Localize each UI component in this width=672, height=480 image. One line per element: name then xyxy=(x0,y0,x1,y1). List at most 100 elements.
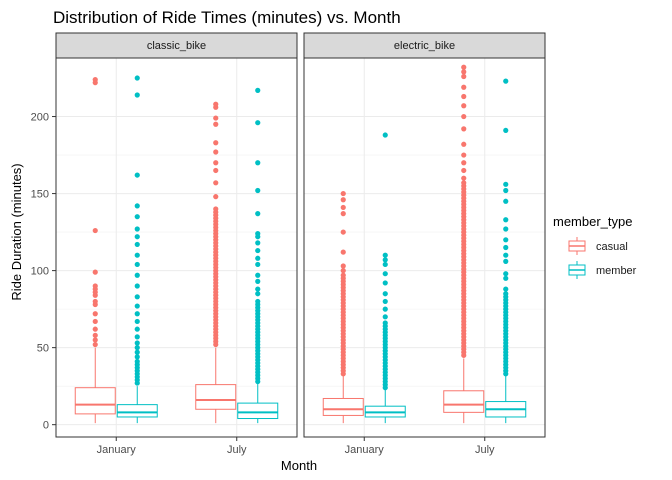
facet-panels: classic_bike electric_bike xyxy=(55,32,546,438)
outlier-point xyxy=(340,229,346,235)
outlier-point xyxy=(382,132,388,138)
panel-border xyxy=(55,57,298,438)
outlier-point xyxy=(134,340,140,346)
outlier-point xyxy=(134,261,140,268)
x-axis-title: Month xyxy=(281,458,317,473)
box-iqr xyxy=(116,404,158,418)
outlier-point xyxy=(134,241,140,248)
outlier-point xyxy=(213,160,219,166)
outlier-point xyxy=(340,211,346,217)
outlier-point xyxy=(461,64,467,70)
outlier-point xyxy=(503,181,509,187)
outlier-point xyxy=(134,75,140,81)
outlier-point xyxy=(503,258,509,264)
outlier-point xyxy=(503,198,509,204)
outlier-point xyxy=(134,172,140,178)
outlier-point xyxy=(255,87,261,93)
panel-background xyxy=(56,58,297,437)
outlier-point xyxy=(503,286,509,292)
outlier-point xyxy=(340,263,346,269)
outlier-point xyxy=(134,283,140,289)
x-tick-label: July xyxy=(475,444,495,456)
outlier-point xyxy=(92,337,98,343)
facet-strip-label: electric_bike xyxy=(394,40,455,52)
facet-strip-label: classic_bike xyxy=(147,40,206,52)
outlier-point xyxy=(382,280,388,286)
outlier-point xyxy=(213,140,219,146)
box-july-member xyxy=(485,78,527,424)
legend-label: member xyxy=(596,265,637,277)
outlier-point xyxy=(255,120,261,126)
outlier-point xyxy=(503,275,509,281)
outlier-point xyxy=(461,103,467,109)
outlier-point xyxy=(134,334,140,340)
outlier-point xyxy=(461,69,467,75)
chart-title: Distribution of Ride Times (minutes) vs.… xyxy=(53,8,401,27)
outlier-point xyxy=(134,272,140,278)
box-iqr xyxy=(237,402,279,420)
panel-border xyxy=(303,57,546,438)
outlier-point xyxy=(134,345,140,351)
outlier-point xyxy=(382,252,388,258)
outlier-point xyxy=(92,341,98,348)
box-iqr xyxy=(74,387,116,415)
x-axis: January July January July xyxy=(97,437,495,456)
outlier-point xyxy=(255,298,261,305)
outlier-point xyxy=(134,214,140,220)
x-tick-label: January xyxy=(97,444,137,456)
outlier-point xyxy=(382,271,388,277)
box-iqr xyxy=(195,384,237,410)
outlier-point xyxy=(134,92,140,98)
x-tick-label: January xyxy=(345,444,385,456)
outlier-point xyxy=(503,217,509,223)
outlier-point xyxy=(134,354,140,360)
outlier-point xyxy=(461,126,467,132)
y-tick-label: 0 xyxy=(43,420,49,432)
outlier-point xyxy=(503,271,509,277)
outlier-point xyxy=(461,167,467,174)
y-tick-label: 150 xyxy=(31,189,49,201)
outlier-point xyxy=(340,190,346,197)
outlier-point xyxy=(255,255,261,261)
box-iqr xyxy=(443,390,485,413)
outlier-point xyxy=(461,180,467,186)
outlier-point xyxy=(382,314,388,320)
outlier-point xyxy=(134,311,140,317)
outlier-point xyxy=(461,113,467,120)
outlier-point xyxy=(503,291,509,297)
outlier-point xyxy=(92,332,98,338)
outlier-point xyxy=(461,152,467,158)
outlier-point xyxy=(213,101,219,107)
outlier-point xyxy=(92,298,98,305)
panel-electric_bike: electric_bike xyxy=(303,32,546,438)
y-tick-label: 200 xyxy=(31,112,49,124)
outlier-point xyxy=(255,291,261,297)
outlier-point xyxy=(92,318,98,325)
outlier-point xyxy=(134,294,140,300)
outlier-point xyxy=(340,272,346,278)
outlier-point xyxy=(213,194,219,200)
y-tick-label: 100 xyxy=(31,266,49,278)
outlier-point xyxy=(255,240,261,246)
box-january-member xyxy=(116,75,158,424)
outlier-point xyxy=(92,283,98,289)
outlier-point xyxy=(134,349,140,355)
box-iqr xyxy=(322,397,364,416)
legend-item-member: member xyxy=(567,260,637,280)
outlier-point xyxy=(92,326,98,332)
outlier-point xyxy=(382,291,388,297)
outlier-point xyxy=(134,226,140,232)
outlier-point xyxy=(503,252,509,258)
box-july-casual xyxy=(195,101,237,424)
outlier-point xyxy=(92,227,98,234)
outlier-point xyxy=(382,257,388,263)
outlier-point xyxy=(382,320,388,326)
box-july-member xyxy=(237,87,279,424)
outlier-point xyxy=(134,303,140,309)
outlier-point xyxy=(461,175,467,181)
outlier-point xyxy=(503,226,509,232)
legend-item-casual: casual xyxy=(567,236,628,256)
outlier-point xyxy=(340,268,346,274)
outlier-point xyxy=(92,76,98,83)
outlier-point xyxy=(255,211,261,217)
